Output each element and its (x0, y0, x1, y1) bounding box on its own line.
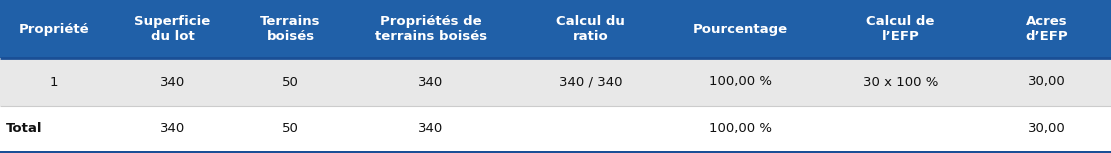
Text: 100,00 %: 100,00 % (709, 122, 772, 135)
Text: 100,00 %: 100,00 % (709, 75, 772, 88)
Text: Acres
d’EFP: Acres d’EFP (1025, 15, 1069, 43)
Text: Pourcentage: Pourcentage (693, 22, 788, 35)
Bar (0, 0, 1111, 58)
Text: Total: Total (6, 122, 42, 135)
Text: Terrains
boisés: Terrains boisés (260, 15, 321, 43)
Text: 340: 340 (419, 122, 443, 135)
Text: Superficie
du lot: Superficie du lot (134, 15, 210, 43)
Text: 50: 50 (282, 75, 299, 88)
Text: Calcul du
ratio: Calcul du ratio (557, 15, 625, 43)
Text: 340 / 340: 340 / 340 (559, 75, 622, 88)
Bar (0, 151, 1111, 153)
Text: 30,00: 30,00 (1029, 75, 1067, 88)
Text: Propriété: Propriété (19, 22, 90, 35)
Bar (0, 58, 1111, 106)
Text: 340: 340 (419, 75, 443, 88)
Bar (0, 106, 1111, 151)
Text: 340: 340 (160, 75, 186, 88)
Text: Propriétés de
terrains boisés: Propriétés de terrains boisés (374, 15, 487, 43)
Text: 340: 340 (160, 122, 186, 135)
Text: 30 x 100 %: 30 x 100 % (862, 75, 938, 88)
Text: 50: 50 (282, 122, 299, 135)
Text: 1: 1 (50, 75, 59, 88)
Text: 30,00: 30,00 (1029, 122, 1067, 135)
Text: Calcul de
l’EFP: Calcul de l’EFP (867, 15, 934, 43)
